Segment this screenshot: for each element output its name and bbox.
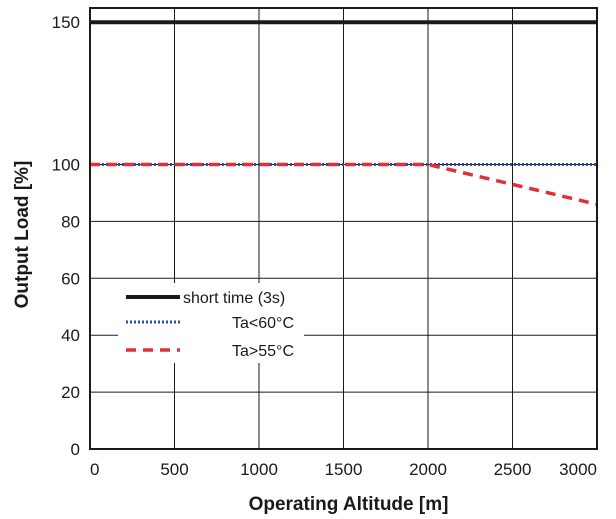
x-tick-label: 3000 xyxy=(559,460,597,479)
y-tick-label: 0 xyxy=(71,440,80,459)
grid-lines xyxy=(89,8,598,450)
y-axis-title: Output Load [%] xyxy=(12,161,33,309)
series-lines xyxy=(90,20,598,207)
y-tick-label: 20 xyxy=(61,383,80,402)
y-tick-label: 40 xyxy=(61,326,80,345)
legend-label: Ta>55°C xyxy=(232,343,294,360)
x-tick-label: 1000 xyxy=(240,460,278,479)
x-tick-label: 2500 xyxy=(494,460,532,479)
legend-label: Ta<60°C xyxy=(232,315,294,332)
x-tick-label: 2000 xyxy=(409,460,447,479)
legend: short time (3s) Ta<60°C Ta>55°C xyxy=(126,290,294,360)
y-tick-label: 100 xyxy=(52,155,80,174)
x-tick-label: 500 xyxy=(160,460,188,479)
x-tick-label: 0 xyxy=(90,460,99,479)
x-axis-title: Operating Altitude [m] xyxy=(249,494,449,515)
x-tick-label: 1500 xyxy=(325,460,363,479)
plot-frame xyxy=(89,7,598,450)
tick-labels: 0 500 1000 1500 2000 2500 3000 0 20 40 60 80 100 150 xyxy=(52,13,597,479)
legend-label: short time (3s) xyxy=(183,290,285,307)
y-tick-label: 60 xyxy=(61,269,80,288)
y-tick-label: 80 xyxy=(61,212,80,231)
y-tick-label: 150 xyxy=(52,13,80,32)
